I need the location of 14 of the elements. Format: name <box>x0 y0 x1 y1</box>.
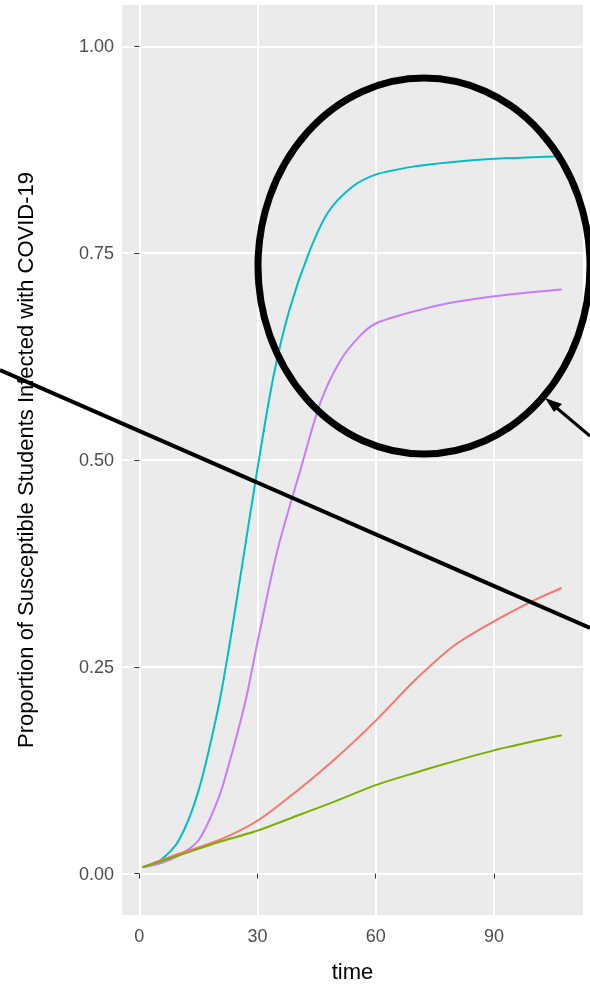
y-tick-label: 0.50 <box>78 450 114 470</box>
x-axis-title: time <box>331 958 374 984</box>
line-series <box>142 288 562 869</box>
x-tick-label: 90 <box>483 926 504 946</box>
y-axis-title: Proportion of Susceptible Students Infected with COVID-19 <box>12 172 38 748</box>
y-tick-label: 1.00 <box>78 36 114 57</box>
x-tick-label: 30 <box>247 926 268 946</box>
x-tick-label: 60 <box>365 926 386 946</box>
line-series <box>142 734 562 869</box>
y-tick-label: 0.00 <box>78 863 114 884</box>
x-tick-label: 0 <box>134 926 145 946</box>
y-tick-label: 0.75 <box>78 243 114 264</box>
line-series <box>142 587 562 869</box>
y-tick-label: 0.25 <box>78 656 114 677</box>
